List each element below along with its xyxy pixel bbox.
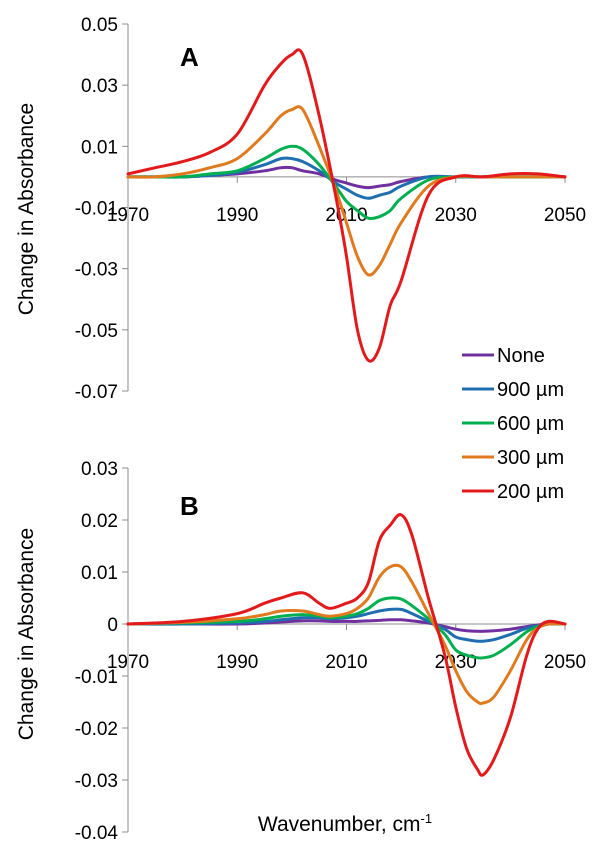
x-axis-title-text: Wavenumber, cm: [258, 813, 421, 836]
series-line-None: [126, 618, 567, 633]
x-tick-label: 2010: [325, 652, 367, 673]
x-tick-label: 1990: [216, 205, 258, 226]
series-line-300-m: [126, 563, 567, 706]
y-axis-title-a: Change in Absorbance: [15, 103, 38, 316]
x-tick-label: 2050: [544, 652, 586, 673]
y-axis-title-b: Change in Absorbance: [15, 528, 38, 741]
x-tick-label: 2030: [435, 205, 477, 226]
x-tick-label: 1970: [107, 652, 149, 673]
y-tick-label: 0.02: [81, 511, 118, 532]
x-axis-title-sup: -1: [421, 811, 433, 826]
panel-a: A Change in Absorbance 0.05 0.03 0.01 -0.01…: [15, 15, 586, 403]
x-tick-label: 1990: [216, 652, 258, 673]
y-tick-label: 0.03: [81, 459, 118, 480]
y-tick-label: 0.03: [81, 76, 118, 97]
y-tick-label: -0.03: [75, 771, 118, 792]
y-tick-label: -0.07: [75, 382, 118, 403]
y-tick-label: -0.01: [75, 667, 118, 688]
y-tick-label: 0.01: [81, 563, 118, 584]
y-tick-label: 0.05: [81, 15, 118, 36]
y-tick-label: -0.04: [75, 823, 119, 844]
legend-label: 300 µm: [497, 447, 564, 469]
panel-label-a: A: [180, 42, 199, 72]
y-tick-label: -0.01: [75, 199, 118, 220]
y-tick-label: -0.05: [75, 321, 118, 342]
legend: None 900 µm 600 µm 300 µm 200 µm: [462, 345, 564, 503]
y-tick-label: -0.03: [75, 260, 118, 281]
panel-label-b: B: [180, 491, 199, 521]
series-line-900-m: [126, 607, 567, 643]
x-axis-title-b: Wavenumber, cm-1: [258, 811, 432, 836]
legend-label: 200 µm: [497, 481, 564, 503]
legend-label: 600 µm: [497, 413, 564, 435]
panel-b: B Change in Absorbance Wavenumber, cm-1 …: [15, 459, 586, 844]
legend-label: 900 µm: [497, 379, 564, 401]
series-line-200-m: [126, 48, 567, 363]
x-tick-label: 1970: [107, 205, 149, 226]
y-tick-label: 0.01: [81, 137, 118, 158]
legend-label: None: [497, 345, 545, 367]
series-line-200-m: [126, 513, 567, 777]
x-tick-label: 2050: [544, 205, 586, 226]
series-line-600-m: [126, 596, 567, 660]
y-tick-label: -0.02: [75, 719, 118, 740]
y-tick-label: 0: [107, 615, 118, 636]
